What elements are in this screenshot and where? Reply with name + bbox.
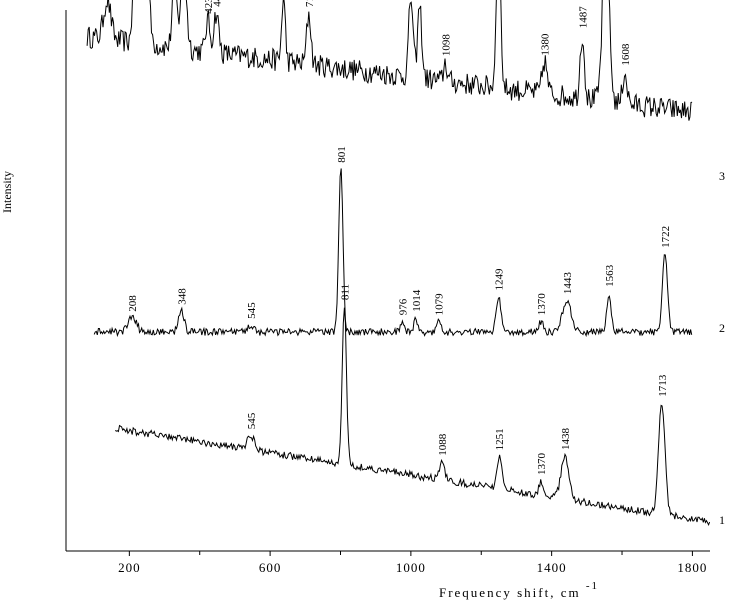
spectrum-line-3 (86, 0, 693, 121)
peak-label: 710 (304, 0, 316, 7)
peak-label: 1370 (536, 453, 548, 476)
peak-label: 1249 (494, 268, 506, 291)
x-axis-title-text: Frequency shift, cm (439, 585, 581, 600)
peak-label: 545 (246, 302, 258, 319)
peak-label: 1098 (440, 34, 452, 57)
spectrum-line-2 (93, 168, 693, 338)
x-tick-label: 200 (118, 560, 141, 575)
peak-label: 1443 (562, 272, 574, 295)
x-axis-title: Frequency shift, cm -1 (439, 580, 599, 600)
peak-labels: 1372182453283544234476387101000102510981… (127, 0, 672, 476)
curve-number-2: 2 (719, 321, 725, 335)
peak-label: 1487 (577, 6, 589, 29)
x-tick-label: 600 (259, 560, 282, 575)
peak-label: 1608 (620, 43, 632, 66)
peak-label: 976 (397, 298, 409, 315)
peak-label: 1713 (657, 374, 669, 397)
x-tick-label: 1400 (537, 560, 567, 575)
peak-label: 811 (339, 284, 351, 300)
peak-label: 801 (336, 146, 348, 163)
curve-number-1: 1 (719, 513, 725, 527)
peak-label: 447 (211, 0, 223, 7)
spectrum-line-1 (114, 307, 711, 527)
peak-label: 1438 (560, 428, 572, 451)
peak-label: 545 (246, 412, 258, 429)
x-tick-label: 1000 (396, 560, 426, 575)
spectra (86, 0, 711, 527)
peak-label: 1088 (437, 433, 449, 456)
peak-label: 208 (127, 295, 139, 312)
peak-label: 348 (176, 288, 188, 305)
curve-numbers: 3 2 1 (719, 169, 725, 527)
x-ticks: 200 600 1000 1400 1800 (118, 551, 707, 575)
x-tick-label: 1800 (677, 560, 707, 575)
peak-label: 1563 (604, 264, 616, 287)
x-axis-title-exponent: -1 (586, 580, 599, 592)
peak-label: 1079 (434, 293, 446, 316)
peak-label: 423 (203, 0, 215, 14)
peak-label: 1380 (540, 33, 552, 56)
curve-number-3: 3 (719, 169, 725, 183)
y-axis-title: Intensity (0, 171, 14, 213)
peak-label: 1722 (660, 226, 672, 248)
peak-label: 1251 (494, 428, 506, 450)
peak-label: 1370 (536, 293, 548, 316)
peak-label: 1014 (411, 289, 423, 312)
